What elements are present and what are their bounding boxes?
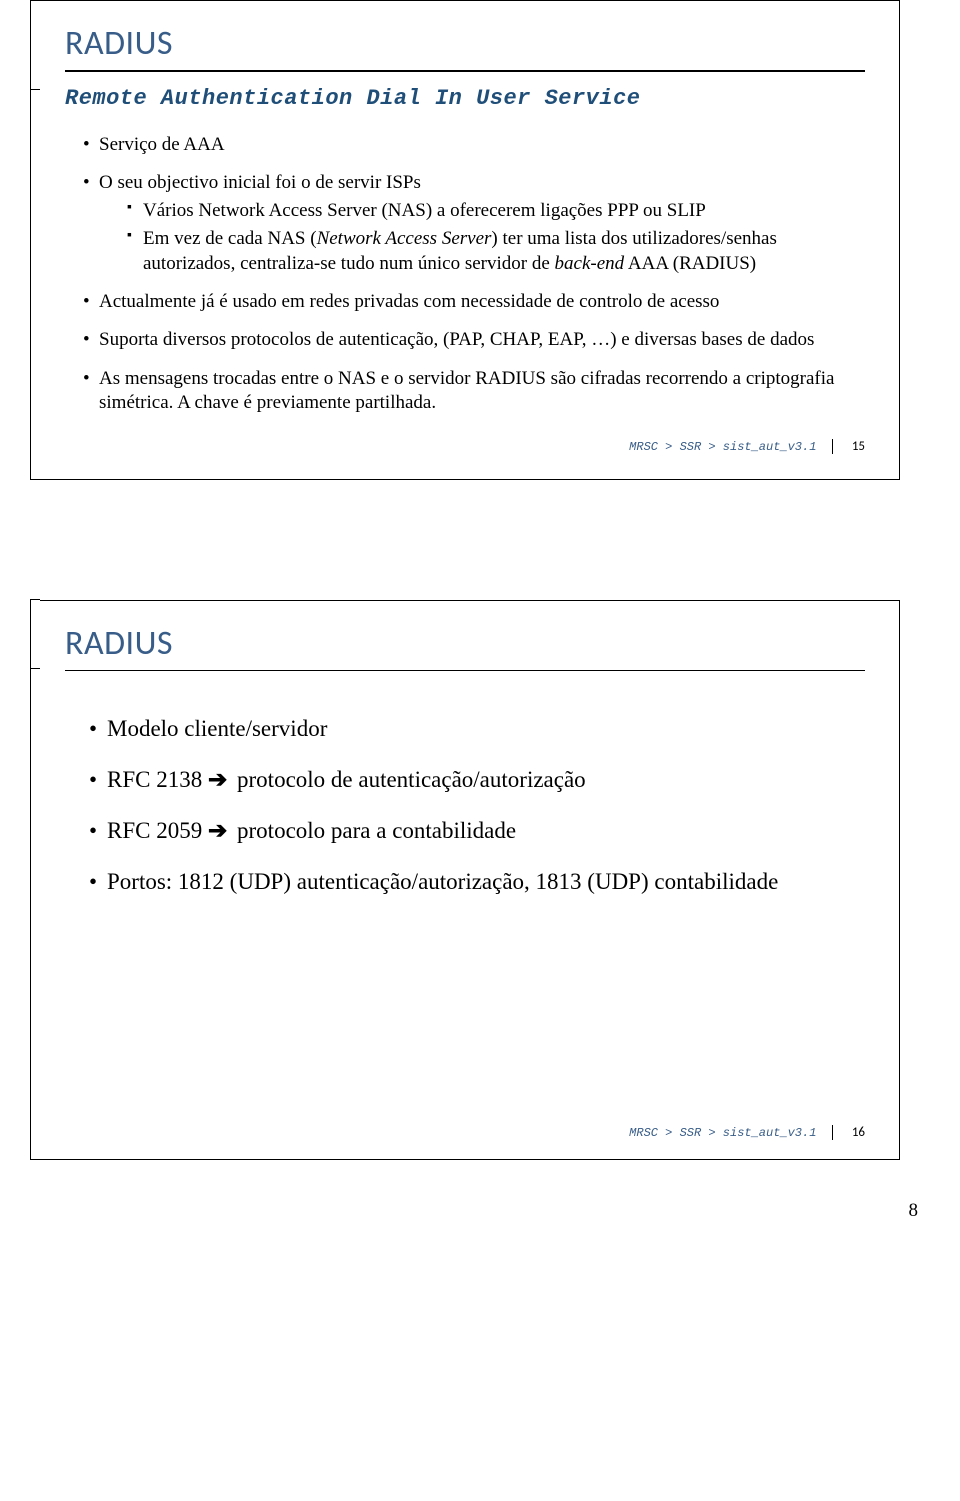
footer-number: 15 bbox=[852, 439, 865, 454]
slide2-footer: MRSC > SSR > sist_aut_v3.1 16 bbox=[629, 1125, 865, 1140]
text-part: AAA (RADIUS) bbox=[624, 253, 756, 274]
slide-2: RADIUS Modelo cliente/servidor RFC 2138 … bbox=[30, 600, 900, 1160]
slide-1: RADIUS Remote Authentication Dial In Use… bbox=[30, 0, 900, 480]
arrow-icon: ➔ bbox=[208, 815, 227, 846]
title-rule bbox=[65, 670, 865, 672]
bullet-text: O seu objectivo inicial foi o de servir … bbox=[99, 172, 421, 193]
text-italic: Network Access Server bbox=[317, 228, 492, 249]
slide1-bullets: Serviço de AAA O seu objectivo inicial f… bbox=[65, 133, 865, 416]
slide2-bullets: Modelo cliente/servidor RFC 2138 ➔ proto… bbox=[65, 713, 865, 897]
page-number: 8 bbox=[0, 1160, 960, 1262]
footer-path: MRSC > SSR > sist_aut_v3.1 bbox=[629, 1126, 816, 1140]
sub-bullet-item: Vários Network Access Server (NAS) a ofe… bbox=[127, 199, 865, 223]
slide2-title: RADIUS bbox=[65, 623, 865, 664]
bullet-item: Suporta diversos protocolos de autentica… bbox=[83, 328, 865, 352]
title-rule bbox=[65, 70, 865, 72]
footer-path: MRSC > SSR > sist_aut_v3.1 bbox=[629, 440, 816, 454]
footer-divider bbox=[832, 1125, 833, 1140]
text-italic: back-end bbox=[555, 253, 625, 274]
bullet-item: Actualmente já é usado em redes privadas… bbox=[83, 290, 865, 314]
arrow-icon: ➔ bbox=[208, 764, 227, 795]
slide1-footer: MRSC > SSR > sist_aut_v3.1 15 bbox=[65, 439, 865, 454]
slide1-subtitle: Remote Authentication Dial In User Servi… bbox=[65, 86, 865, 111]
footer-number: 16 bbox=[852, 1125, 865, 1140]
text-part: RFC 2138 bbox=[107, 767, 208, 792]
bullet-item: Modelo cliente/servidor bbox=[89, 713, 865, 744]
bullet-item: O seu objectivo inicial foi o de servir … bbox=[83, 171, 865, 276]
text-part: RFC 2059 bbox=[107, 818, 208, 843]
bullet-item: RFC 2138 ➔ protocolo de autenticação/aut… bbox=[89, 764, 865, 795]
bullet-item: RFC 2059 ➔ protocolo para a contabilidad… bbox=[89, 815, 865, 846]
slide-tab bbox=[30, 599, 40, 669]
text-part: protocolo para a contabilidade bbox=[231, 818, 516, 843]
bullet-item: Serviço de AAA bbox=[83, 133, 865, 157]
sub-bullets: Vários Network Access Server (NAS) a ofe… bbox=[99, 199, 865, 276]
text-part: Em vez de cada NAS ( bbox=[143, 228, 317, 249]
footer-divider bbox=[832, 439, 833, 454]
bullet-item: Portos: 1812 (UDP) autenticação/autoriza… bbox=[89, 866, 865, 897]
slide-tab bbox=[30, 0, 40, 90]
bullet-item: As mensagens trocadas entre o NAS e o se… bbox=[83, 367, 865, 416]
text-part: protocolo de autenticação/autorização bbox=[231, 767, 585, 792]
slide1-title: RADIUS bbox=[65, 23, 865, 64]
sub-bullet-item: Em vez de cada NAS (Network Access Serve… bbox=[127, 227, 865, 276]
